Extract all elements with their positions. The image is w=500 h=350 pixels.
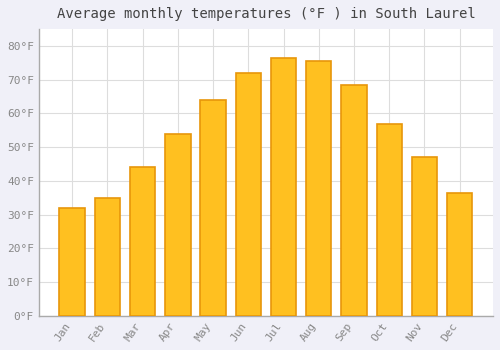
Bar: [271, 58, 296, 316]
Bar: [376, 124, 402, 316]
Bar: [165, 134, 190, 316]
Bar: [236, 73, 261, 316]
Bar: [94, 198, 120, 316]
Bar: [130, 167, 156, 316]
Bar: [342, 85, 366, 316]
Bar: [200, 100, 226, 316]
Bar: [412, 157, 437, 316]
Title: Average monthly temperatures (°F ) in South Laurel: Average monthly temperatures (°F ) in So…: [56, 7, 476, 21]
Bar: [306, 61, 332, 316]
Bar: [60, 208, 85, 316]
Bar: [447, 193, 472, 316]
